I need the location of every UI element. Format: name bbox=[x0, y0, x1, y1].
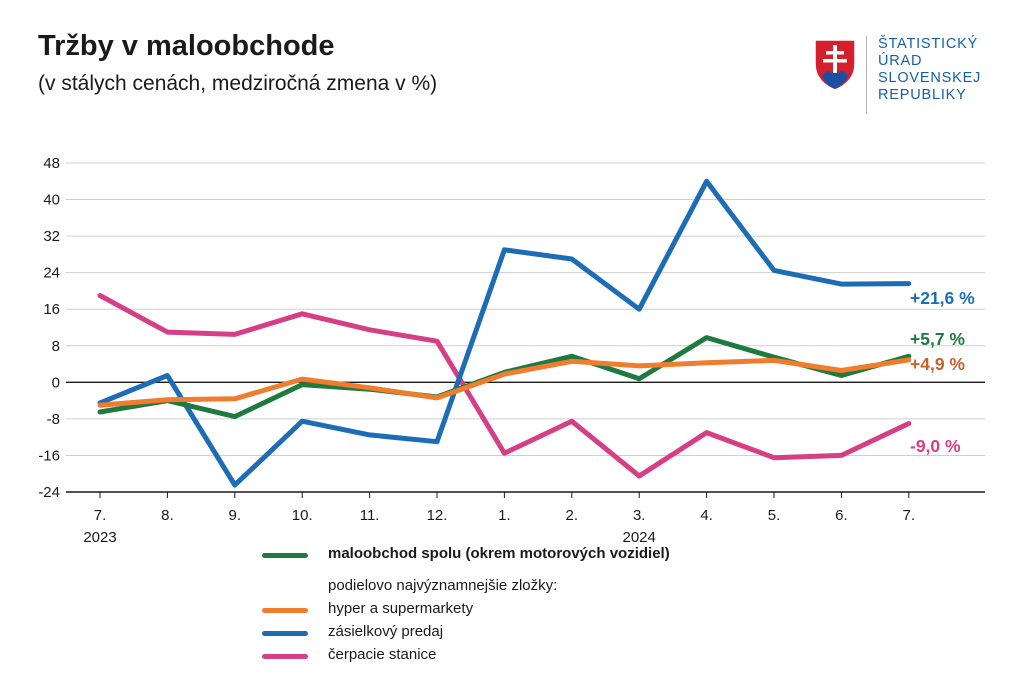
x-tick-label: 1. bbox=[498, 507, 511, 524]
y-tick-label: -24 bbox=[38, 484, 60, 501]
logo-line-2: ÚRAD bbox=[878, 53, 923, 69]
x-tick-label: 12. bbox=[427, 507, 448, 524]
legend-swatch-mail bbox=[262, 631, 308, 636]
x-tick-label: 11. bbox=[360, 507, 380, 524]
x-tick-label: 6. bbox=[835, 507, 848, 524]
year-label: 2024 bbox=[623, 529, 656, 546]
x-axis-ticks: 7. 8. 9. 10. 11. 12. 1. 2. 3. 4. 5. 6. 7. 2023 2024 bbox=[83, 492, 915, 546]
y-axis-ticks: 48 40 32 24 16 8 0 -8 -16 -24 bbox=[38, 155, 60, 501]
y-tick-label: -8 bbox=[47, 411, 60, 428]
x-tick-label: 5. bbox=[768, 507, 781, 524]
legend-swatch-hyper bbox=[262, 608, 308, 613]
legend-label-retail: maloobchod spolu (okrem motorových vozid… bbox=[328, 545, 670, 562]
end-label-retail: +5,7 % bbox=[910, 329, 965, 349]
series-line-mail bbox=[97, 178, 912, 488]
y-tick-label: 48 bbox=[43, 155, 60, 172]
legend-label-fuel: čerpacie stanice bbox=[328, 646, 437, 663]
series-line-hyper bbox=[97, 357, 912, 408]
logo-text: ŠTATISTICKÝ ÚRAD SLOVENSKEJ REPUBLIKY bbox=[878, 36, 981, 104]
y-tick-label: -16 bbox=[38, 447, 60, 464]
logo-divider bbox=[866, 36, 867, 114]
end-labels: +5,7 % +4,9 % +21,6 % -9,0 % bbox=[910, 288, 975, 456]
series-line-fuel bbox=[97, 293, 912, 479]
legend-heading: podielovo najvýznamnejšie zložky: bbox=[328, 577, 558, 594]
end-label-mail: +21,6 % bbox=[910, 288, 975, 308]
end-label-hyper: +4,9 % bbox=[910, 354, 965, 374]
series-lines bbox=[97, 178, 912, 488]
x-tick-label: 8. bbox=[161, 507, 174, 524]
y-tick-label: 8 bbox=[52, 338, 60, 355]
x-tick-label: 7. bbox=[903, 507, 916, 524]
x-tick-label: 7. bbox=[94, 507, 107, 524]
chart-subtitle: (v stálych cenách, medziročná zmena v %) bbox=[38, 72, 438, 95]
logo-line-4: REPUBLIKY bbox=[878, 87, 967, 103]
x-tick-label: 3. bbox=[633, 507, 646, 524]
series-line-retail bbox=[97, 335, 912, 420]
y-tick-label: 16 bbox=[43, 301, 60, 318]
x-tick-label: 9. bbox=[229, 507, 242, 524]
chart-title: Tržby v maloobchode bbox=[38, 30, 335, 62]
end-label-fuel: -9,0 % bbox=[910, 436, 961, 456]
y-tick-label: 24 bbox=[43, 265, 60, 282]
legend-swatch-fuel bbox=[262, 654, 308, 659]
x-tick-label: 2. bbox=[566, 507, 579, 524]
x-tick-label: 10. bbox=[292, 507, 313, 524]
legend-label-hyper: hyper a supermarkety bbox=[328, 600, 474, 617]
logo-line-1: ŠTATISTICKÝ bbox=[878, 36, 979, 52]
y-tick-label: 0 bbox=[52, 374, 60, 391]
coat-of-arms-icon bbox=[814, 39, 856, 91]
legend-label-mail: zásielkový predaj bbox=[328, 623, 444, 640]
statistical-office-logo[interactable]: ŠTATISTICKÝ ÚRAD SLOVENSKEJ REPUBLIKY bbox=[812, 36, 1002, 116]
legend-swatch-retail bbox=[262, 553, 308, 558]
y-tick-label: 40 bbox=[43, 192, 60, 209]
x-tick-label: 4. bbox=[700, 507, 713, 524]
y-tick-label: 32 bbox=[43, 228, 60, 245]
year-label: 2023 bbox=[83, 529, 116, 546]
gridlines bbox=[66, 162, 985, 493]
logo-line-3: SLOVENSKEJ bbox=[878, 70, 982, 86]
